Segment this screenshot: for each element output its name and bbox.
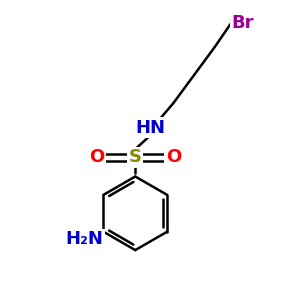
Text: H₂N: H₂N [65,230,103,248]
Text: S: S [129,148,142,166]
Text: Br: Br [232,14,254,32]
Text: O: O [89,148,105,166]
Text: HN: HN [135,119,165,137]
Text: O: O [166,148,181,166]
